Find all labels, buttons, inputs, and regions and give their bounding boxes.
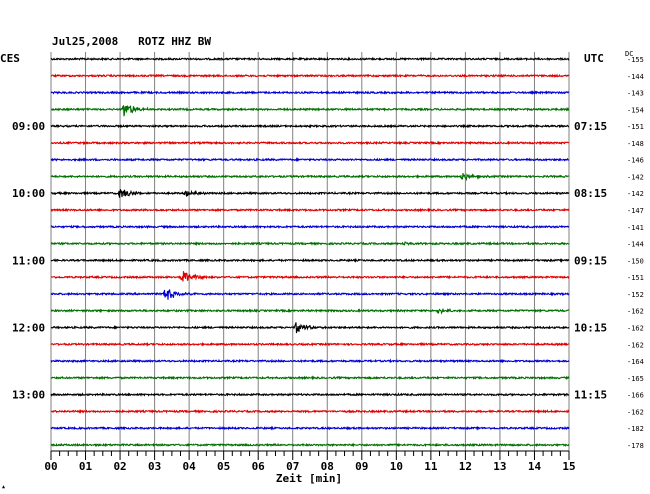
trace-line [50,56,570,62]
x-tick-label: 06 [252,460,266,473]
trace-line [50,140,570,146]
dc-offset-label: -144 [627,241,644,249]
dc-offset-label: -152 [627,291,644,299]
dc-offset-label: -182 [627,425,644,433]
x-tick-label: 01 [79,460,93,473]
dc-header-label: DC [625,50,633,58]
dc-offset-label: -143 [627,90,644,98]
x-axis-label: Zeit [min] [276,472,342,485]
dc-offset-label: -150 [627,257,644,265]
x-tick-label: 14 [528,460,542,473]
dc-offset-label: -141 [627,224,644,232]
dc-offset-label: -154 [627,106,644,114]
left-time-label: 10:00 [12,187,45,200]
left-time-label: 12:00 [12,321,45,334]
right-time-label: 07:15 [574,120,607,133]
x-tick-label: 09 [355,460,368,473]
left-time-label: 11:00 [12,254,45,267]
trace-line [50,341,570,347]
dc-offset-label: -164 [627,358,644,366]
dc-offset-label: -162 [627,324,644,332]
dc-offset-label: -147 [627,207,644,215]
dc-offset-label: -165 [627,375,644,383]
trace-line [50,442,570,448]
trace-line [50,90,570,95]
trace-line [50,425,570,431]
trace-line [50,307,570,315]
trace-line [51,73,570,79]
dc-offset-label: -162 [627,341,644,349]
trace-line [50,271,570,282]
x-tick-label: 02 [113,460,126,473]
x-tick-label: 05 [217,460,230,473]
right-time-label: 11:15 [574,389,607,402]
trace-line [50,392,570,398]
trace-line [50,189,570,198]
trace-line [50,105,570,117]
x-tick-label: 13 [493,460,506,473]
x-tick-label: 12 [459,460,472,473]
dc-offset-label: -155 [627,56,644,64]
dc-offset-label: -142 [627,173,644,181]
trace-line [50,408,570,414]
trace-line [50,322,570,334]
x-tick-label: 03 [148,460,161,473]
trace-line [50,241,570,247]
dc-offset-label: -162 [627,308,644,316]
left-time-label: 09:00 [12,120,45,133]
right-time-labels: 07:15 08:15 09:15 10:15 11:15 [574,120,607,401]
dc-offset-label: -142 [627,190,644,198]
left-time-labels: 09:00 10:00 11:00 12:00 13:00 [12,120,45,401]
trace-line [50,173,570,182]
time-gridlines [50,52,570,451]
dc-offset-label: -148 [627,140,644,148]
dc-offset-label: -151 [627,123,644,131]
chart-title: Jul25,2008 ROTZ HHZ BW [52,35,211,48]
dc-offset-label: -144 [627,73,644,81]
trace-line [50,257,570,264]
x-tick-label: 04 [183,460,197,473]
trace-line [50,289,570,300]
dc-offset-labels: -155 -144 -143 -154 -151 -148 -146 -142 -142 -147… [627,56,644,450]
x-tick-label: 08 [321,460,334,473]
x-tick-label: 10 [390,460,403,473]
right-time-label: 09:15 [574,254,607,267]
trace-line [50,358,570,364]
dc-offset-label: -151 [627,274,644,282]
trace-line [50,375,570,381]
x-tick-label: 07 [286,460,299,473]
trace-line [50,207,570,213]
dc-offset-label: -146 [627,157,644,165]
corner-mark: ▲ [2,484,5,490]
dc-offset-label: -166 [627,392,644,400]
trace-line [50,157,570,163]
right-time-label: 10:15 [574,321,607,334]
trace-line [50,123,570,129]
dc-offset-label: -162 [627,408,644,416]
x-axis: 00 01 02 03 04 05 06 07 08 09 10 11 12 13 14 15 [44,450,576,473]
left-zone-label: CES [0,52,20,65]
x-tick-label: 11 [424,460,438,473]
left-time-label: 13:00 [12,389,45,402]
x-tick-label: 15 [562,460,575,473]
dc-offset-label: -178 [627,442,644,450]
seismic-traces [50,56,570,448]
right-zone-label: UTC [584,52,604,65]
right-time-label: 08:15 [574,187,607,200]
trace-line [50,224,570,230]
x-tick-label: 00 [44,460,57,473]
